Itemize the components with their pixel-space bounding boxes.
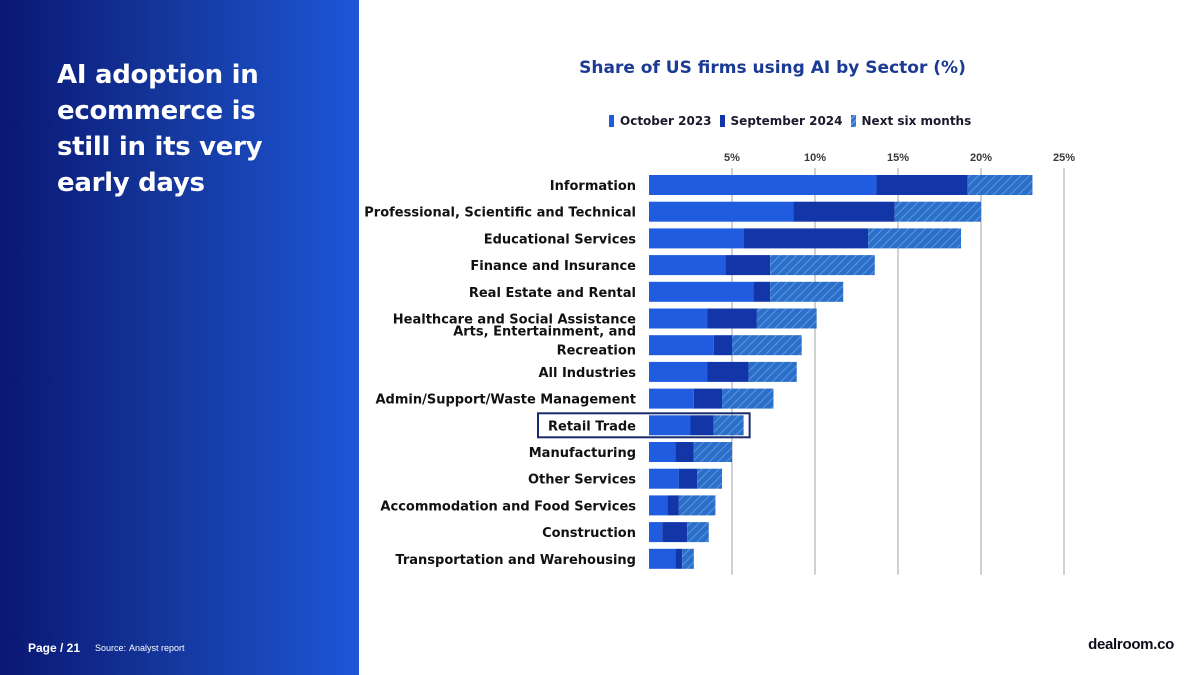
bar-sep2024	[753, 281, 771, 302]
bar-next6	[722, 388, 774, 409]
category-label: All Industries	[538, 366, 636, 381]
bar-next6	[678, 495, 716, 516]
legend-swatch-next6	[850, 115, 856, 127]
x-tick-label: 20%	[970, 152, 992, 164]
bars	[649, 175, 1033, 569]
bar-oct2023	[649, 255, 726, 276]
page-number: Page / 21	[28, 641, 81, 655]
bar-sep2024	[693, 388, 723, 409]
category-label: Healthcare and Social Assistance	[393, 313, 636, 328]
bar-next6	[756, 308, 817, 329]
bar-next6	[713, 415, 744, 436]
legend-label-next6: Next six months	[861, 114, 972, 128]
legend-item-sep2024: September 2024	[719, 114, 843, 128]
bar-sep2024	[678, 468, 698, 489]
bar-next6	[682, 548, 694, 569]
category-label: Educational Services	[484, 232, 637, 247]
category-labels: Information Professional, Scientific and …	[364, 179, 751, 568]
bar-next6	[894, 201, 981, 222]
category-label: Manufacturing	[529, 446, 636, 461]
category-label: Retail Trade	[548, 419, 636, 434]
bar-oct2023	[649, 361, 708, 382]
legend-swatch-oct2023	[609, 115, 614, 127]
source-note: Source: Analyst report	[95, 643, 188, 653]
bar-oct2023	[649, 175, 877, 195]
bar-next6	[770, 281, 844, 302]
bar-oct2023	[649, 442, 676, 462]
bar-oct2023	[649, 548, 676, 569]
bar-sep2024	[725, 255, 771, 276]
bar-next6	[868, 228, 962, 249]
x-tick-label: 5%	[724, 152, 740, 164]
category-label: Recreation	[557, 344, 636, 359]
bar-sep2024	[707, 361, 749, 382]
bar-sep2024	[675, 442, 694, 462]
bar-next6	[687, 522, 709, 543]
legend-label-sep2024: September 2024	[730, 114, 843, 128]
bar-next6	[693, 442, 732, 462]
category-label: Transportation and Warehousing	[395, 553, 636, 568]
bar-sep2024	[793, 201, 895, 222]
x-tick-label: 10%	[804, 152, 826, 164]
source-label: Source:	[95, 643, 127, 653]
bar-next6	[967, 175, 1033, 195]
category-label: Real Estate and Rental	[469, 286, 636, 301]
bar-chart: 5% 10% 15% 20% 25% Information Professional, …	[364, 152, 1075, 575]
category-label: Finance and Insurance	[470, 259, 636, 274]
headline: AI adoption in ecommerce is still in its…	[57, 60, 263, 198]
x-tick-label: 25%	[1053, 152, 1075, 164]
x-tick-label: 15%	[887, 152, 909, 164]
category-label: Arts, Entertainment, and	[453, 325, 636, 340]
legend-item-oct2023: October 2023	[609, 114, 712, 128]
bar-oct2023	[649, 468, 679, 489]
bar-sep2024	[667, 495, 679, 516]
bar-next6	[748, 361, 797, 382]
bar-oct2023	[649, 335, 714, 356]
x-axis-ticks: 5% 10% 15% 20% 25%	[724, 152, 1075, 164]
category-label: Construction	[542, 526, 636, 541]
highlight-box	[537, 412, 751, 439]
left-panel: AI adoption in ecommerce is still in its…	[0, 0, 359, 675]
bar-oct2023	[649, 415, 691, 436]
bar-oct2023	[649, 308, 708, 329]
bar-oct2023	[649, 228, 744, 249]
bar-oct2023	[649, 522, 663, 543]
bar-oct2023	[649, 201, 794, 222]
category-label: Other Services	[528, 473, 636, 488]
bar-next6	[770, 255, 875, 276]
bar-sep2024	[675, 548, 683, 569]
category-label: Professional, Scientific and Technical	[364, 206, 636, 221]
legend-swatch-sep2024	[719, 115, 725, 127]
bar-next6	[732, 335, 802, 356]
bar-oct2023	[649, 388, 694, 409]
source-value: Analyst report	[129, 643, 185, 653]
category-label: Information	[550, 179, 636, 194]
bar-sep2024	[690, 415, 714, 436]
bar-sep2024	[662, 522, 688, 543]
legend-item-next6: Next six months	[850, 114, 972, 128]
dealroom-logo: dealroom.co	[1088, 636, 1174, 653]
legend-label-oct2023: October 2023	[620, 114, 712, 128]
chart-legend: October 2023 September 2024 Next six mon…	[609, 114, 979, 128]
bar-oct2023	[649, 495, 668, 516]
category-label: Accommodation and Food Services	[380, 499, 636, 514]
chart-title: Share of US firms using AI by Sector (%)	[579, 58, 966, 78]
bar-oct2023	[649, 281, 754, 302]
category-label: Admin/Support/Waste Management	[375, 393, 636, 408]
bar-sep2024	[743, 228, 869, 249]
bar-sep2024	[876, 175, 968, 195]
bar-next6	[697, 468, 723, 489]
bar-sep2024	[707, 308, 757, 329]
bar-sep2024	[713, 335, 732, 356]
